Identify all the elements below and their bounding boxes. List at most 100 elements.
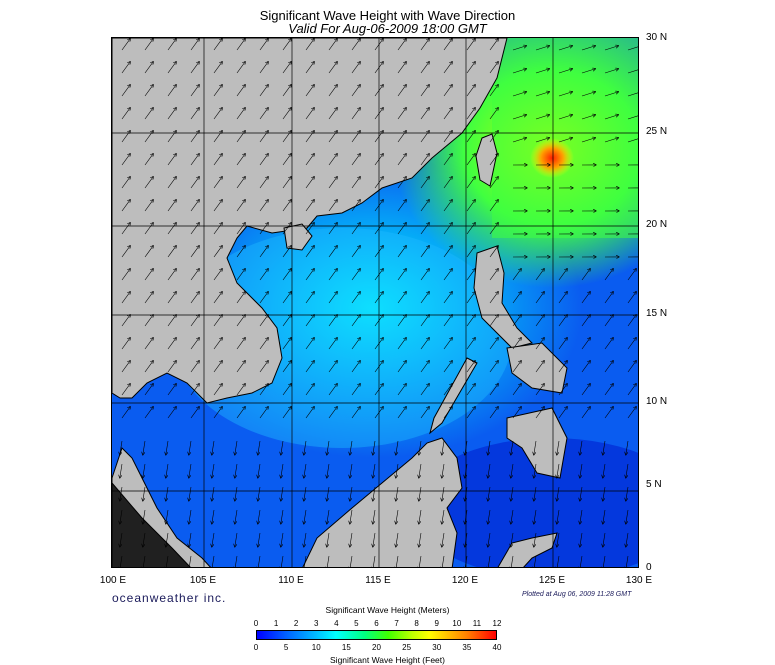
lon-label-125e: 125 E	[538, 575, 566, 586]
wave-arrow	[466, 315, 475, 327]
wave-arrow	[420, 384, 429, 396]
wave-arrow	[328, 154, 337, 166]
wave-arrow	[397, 131, 406, 143]
wave-arrow	[282, 315, 291, 327]
wave-arrow	[397, 361, 406, 373]
wave-arrow	[213, 154, 222, 166]
wave-arrow	[281, 486, 284, 501]
wave-arrow	[120, 463, 123, 478]
wave-arrow	[121, 292, 130, 304]
wave-arrow	[603, 440, 606, 455]
wave-arrow	[420, 39, 429, 51]
wave-arrow	[627, 69, 638, 74]
wave-arrow	[443, 39, 452, 51]
wave-arrow	[512, 338, 521, 350]
feet-tick-label: 30	[432, 643, 442, 652]
wave-arrow	[189, 486, 192, 501]
wave-arrow	[443, 246, 452, 258]
wave-arrow	[167, 223, 176, 235]
wave-arrow	[190, 85, 199, 97]
wave-arrow	[213, 246, 222, 258]
wave-arrow	[466, 292, 475, 304]
wave-arrow	[396, 509, 399, 524]
wave-arrow	[120, 555, 123, 567]
wave-arrow	[489, 177, 498, 189]
wave-arrow	[581, 138, 595, 143]
wave-arrow	[420, 85, 429, 97]
wave-arrow	[166, 440, 169, 455]
wave-arrow	[397, 39, 406, 51]
meters-tick-label: 5	[354, 619, 359, 628]
wave-arrow	[166, 532, 169, 547]
wave-arrow	[259, 384, 268, 396]
wave-arrow	[534, 532, 537, 547]
wave-arrow	[190, 62, 199, 74]
wave-arrow	[373, 486, 376, 501]
wave-arrow	[143, 555, 146, 567]
wave-arrow	[304, 486, 307, 501]
feet-tick-label: 15	[341, 643, 351, 652]
wave-arrow	[512, 269, 521, 281]
wave-arrow	[236, 269, 245, 281]
wave-arrow	[190, 315, 199, 327]
wave-arrow	[351, 292, 360, 304]
wave-arrow	[235, 463, 238, 478]
wave-arrow	[190, 39, 199, 51]
wave-arrow	[512, 92, 526, 97]
wave-arrow	[167, 154, 176, 166]
wave-arrow	[489, 39, 498, 51]
wave-arrow	[120, 486, 123, 501]
wave-arrow	[511, 509, 514, 524]
wave-arrow	[419, 486, 422, 501]
wave-arrow	[259, 338, 268, 350]
wave-arrow	[190, 177, 199, 189]
wave-arrow	[603, 509, 606, 524]
wave-arrow	[558, 384, 567, 396]
wave-arrow	[259, 269, 268, 281]
wave-arrow	[121, 131, 130, 143]
wave-arrow	[213, 315, 222, 327]
wave-arrow	[259, 315, 268, 327]
wave-arrow	[373, 509, 376, 524]
wave-arrow	[535, 92, 549, 97]
wave-arrow	[282, 246, 291, 258]
wave-arrow	[420, 108, 429, 120]
wave-arrow	[489, 108, 498, 120]
wave-arrow	[236, 292, 245, 304]
wave-arrow	[627, 361, 636, 373]
lon-label-115e: 115 E	[365, 575, 391, 586]
wave-arrow	[144, 361, 153, 373]
wave-arrow	[213, 384, 222, 396]
wave-arrow	[351, 131, 360, 143]
wave-arrow	[144, 200, 153, 212]
wave-arrow	[305, 223, 314, 235]
wave-arrow	[558, 292, 567, 304]
wave-arrow	[328, 292, 337, 304]
wave-arrow	[166, 463, 169, 478]
wave-arrow	[212, 440, 215, 455]
wave-arrow	[212, 532, 215, 547]
wave-arrow	[443, 407, 452, 419]
wave-arrow	[627, 292, 636, 304]
wave-arrow	[466, 108, 475, 120]
wave-arrow	[512, 115, 526, 120]
meters-tick-label: 11	[472, 619, 482, 628]
wave-arrow	[351, 39, 360, 51]
feet-tick-label: 5	[283, 643, 289, 652]
wave-arrow	[397, 223, 406, 235]
wave-arrow	[465, 486, 468, 501]
feet-tick-label: 0	[253, 643, 259, 652]
wave-arrow	[603, 555, 606, 567]
wave-arrow	[236, 85, 245, 97]
wave-arrow	[443, 338, 452, 350]
wave-arrow	[558, 315, 567, 327]
lat-lon-grid	[112, 38, 638, 567]
wave-arrow	[558, 92, 572, 97]
wave-arrow	[489, 292, 498, 304]
wave-arrow	[351, 269, 360, 281]
wave-arrow	[581, 361, 590, 373]
wave-arrow	[282, 62, 291, 74]
wave-arrow	[282, 131, 291, 143]
wave-arrow	[581, 315, 590, 327]
wave-arrow	[558, 269, 567, 281]
